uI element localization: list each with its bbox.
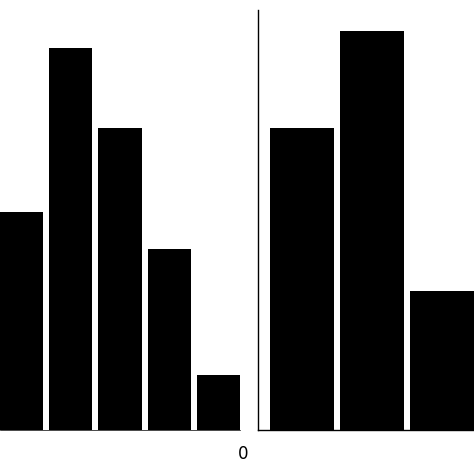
- Bar: [197, 375, 240, 430]
- Bar: [99, 128, 142, 430]
- Bar: [49, 48, 92, 430]
- Bar: [270, 128, 334, 430]
- Bar: [340, 31, 404, 430]
- Bar: [410, 292, 474, 430]
- Text: 0: 0: [238, 445, 248, 463]
- Bar: [147, 249, 191, 430]
- Bar: [0, 211, 43, 430]
